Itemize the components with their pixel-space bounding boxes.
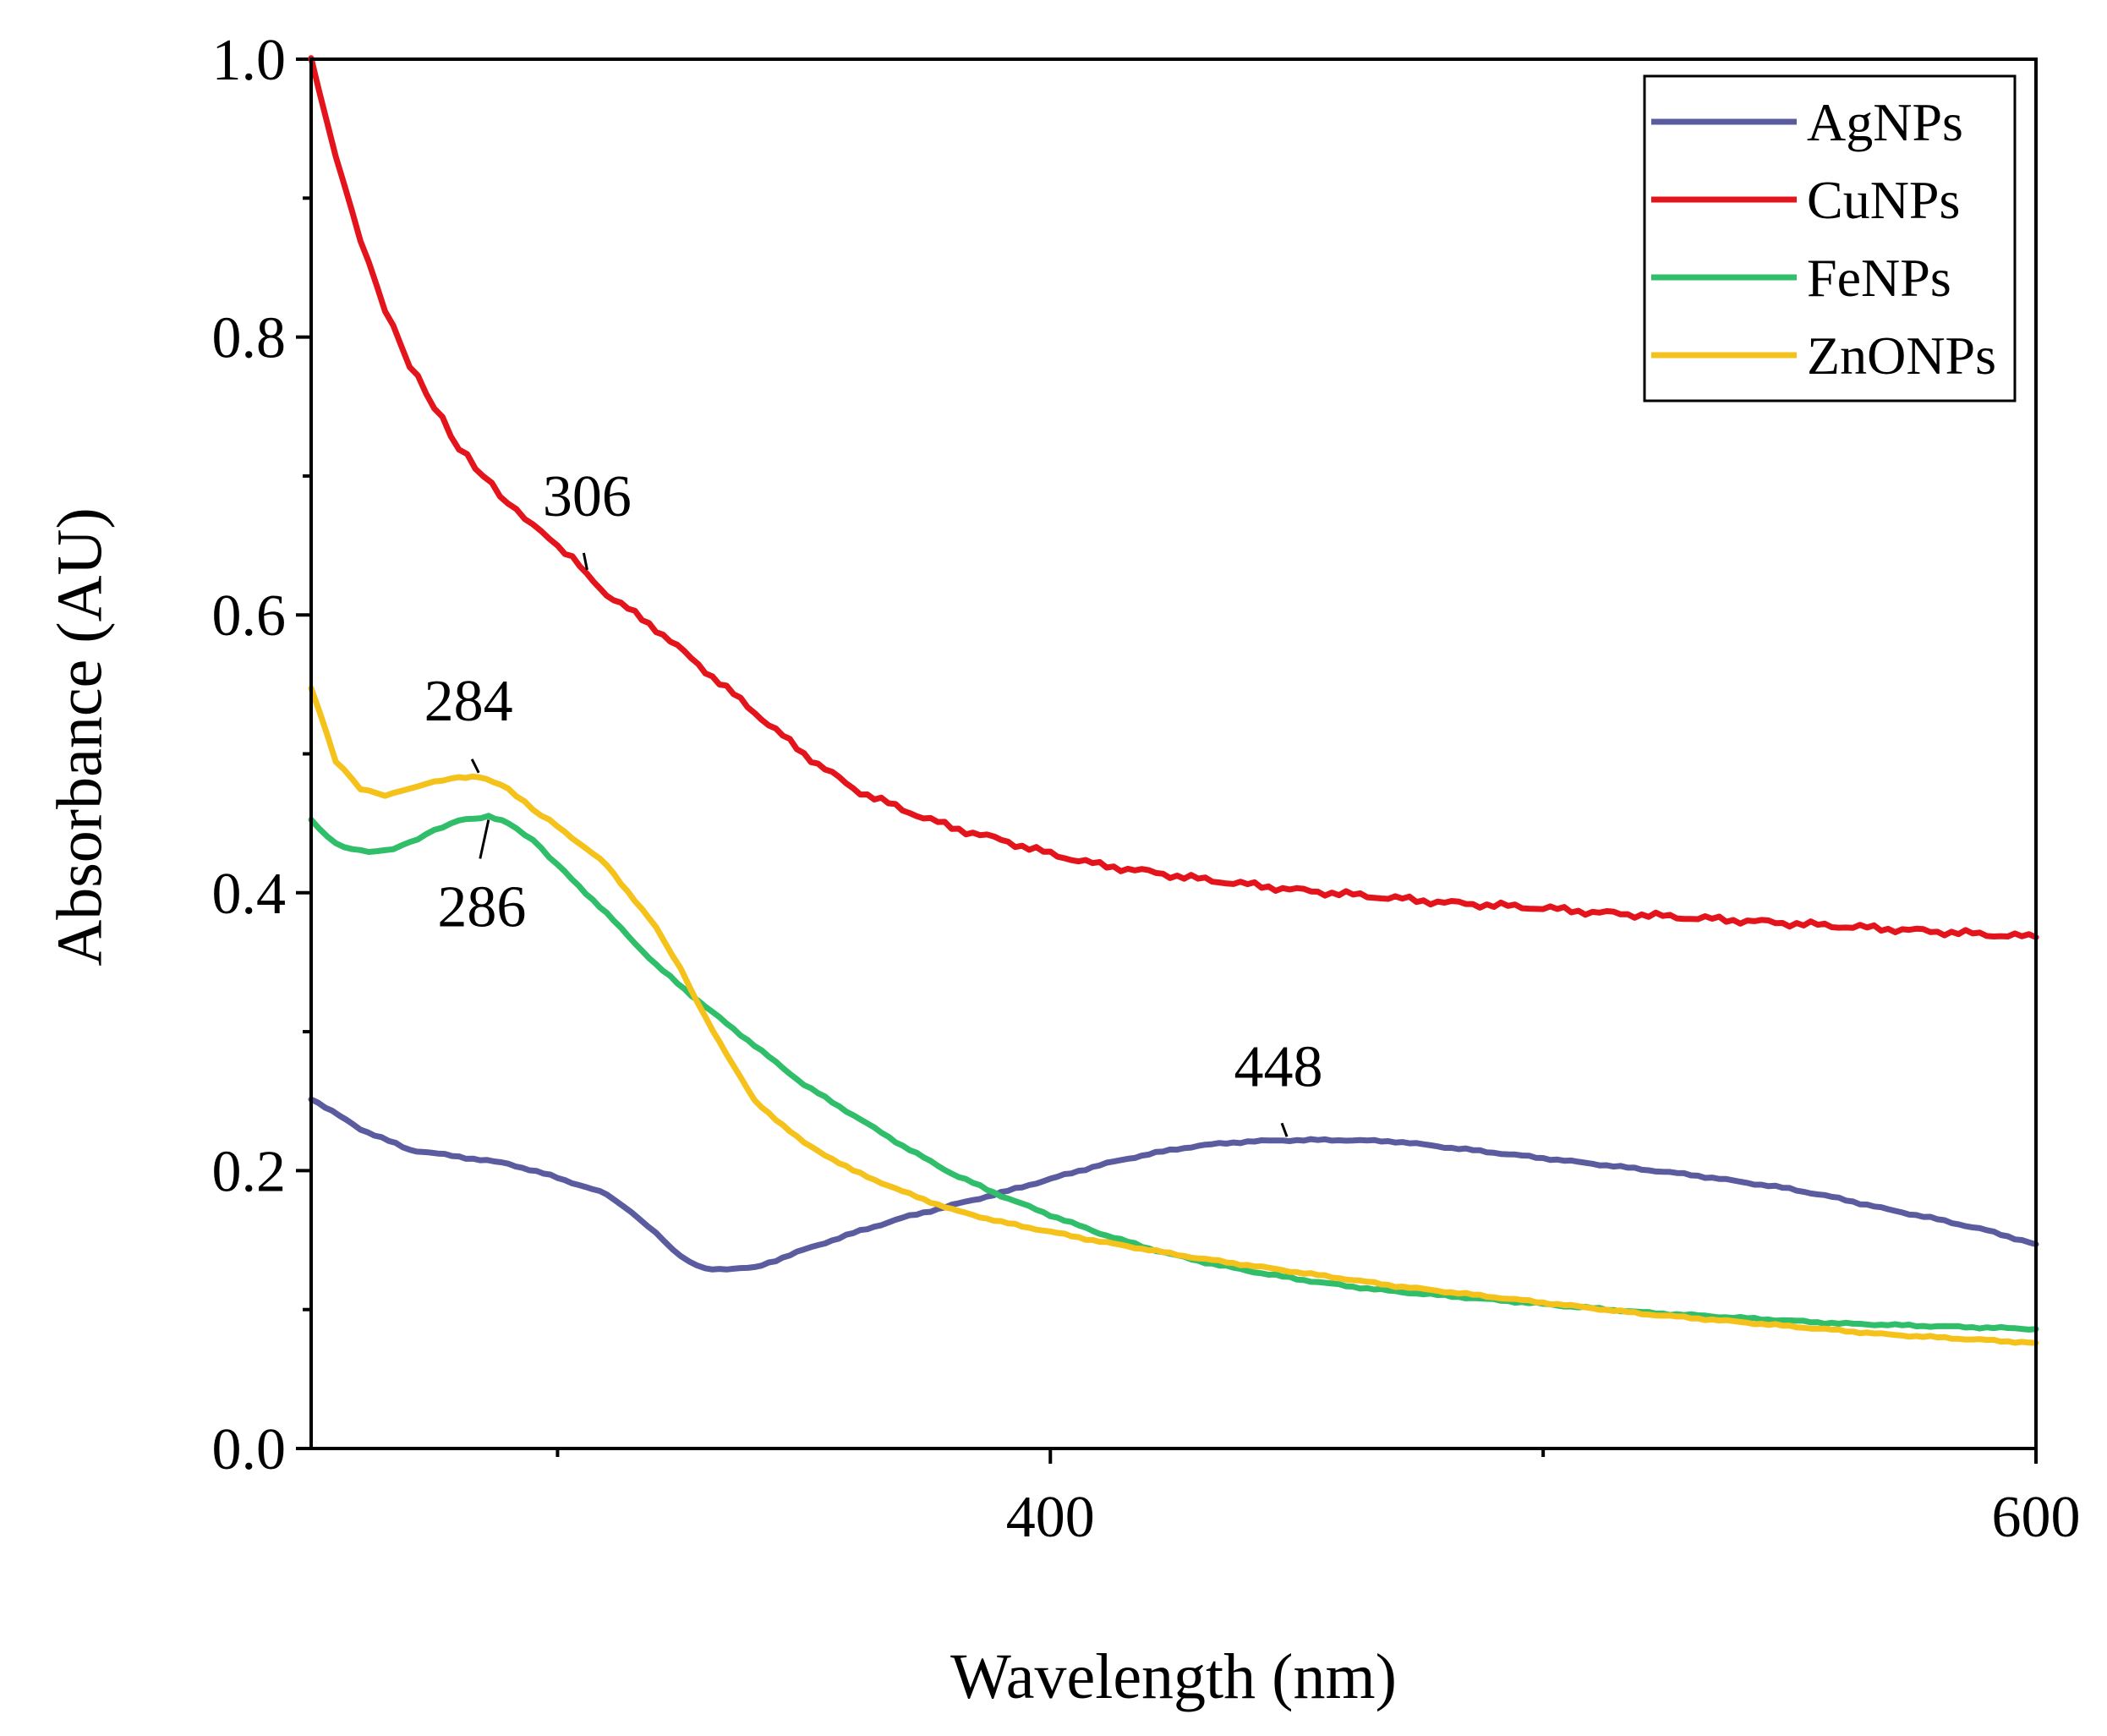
y-tick-label: 0.4: [212, 862, 287, 927]
legend-item-znonps: ZnONPs: [1651, 326, 1996, 386]
annotation-leader: [1280, 1122, 1289, 1137]
legend-item-agnps: AgNPs: [1651, 92, 1963, 152]
y-tick-label: 0.8: [212, 306, 287, 371]
axis-ticks: [296, 58, 2038, 1464]
series-line-znonps: [308, 685, 2039, 1346]
annotation-leader: [470, 758, 480, 774]
annotation-leader: [479, 819, 490, 859]
y-tick-label: 0.6: [212, 583, 287, 649]
x-axis-label: Wavelength (nm): [950, 1641, 1397, 1712]
y-tick-labels: 0.0 0.2 0.4 0.6 0.8 1.0: [212, 28, 287, 1482]
peak-label: 286: [437, 874, 526, 939]
y-tick-label: 0.2: [212, 1139, 287, 1204]
peak-label: 448: [1234, 1034, 1323, 1099]
peak-annotations: 306 284 286 448: [424, 464, 1323, 1137]
x-tick-labels: 400 600: [1006, 1485, 2081, 1550]
x-tick-label: 600: [1992, 1485, 2081, 1550]
annotation-leader: [582, 552, 588, 571]
legend-label: AgNPs: [1807, 92, 1963, 152]
series-line-agnps: [308, 1096, 2039, 1273]
peak-label: 284: [424, 669, 513, 734]
peak-label: 306: [543, 464, 632, 529]
plot-frame: [309, 58, 2038, 1450]
y-axis-label: Absorbance (AU): [44, 507, 115, 966]
legend-item-cunps: CuNPs: [1651, 170, 1960, 230]
y-tick-label: 1.0: [212, 28, 287, 93]
legend-label: FeNPs: [1807, 248, 1951, 308]
series-line-cunps: [308, 55, 2039, 940]
legend-item-fenps: FeNPs: [1651, 248, 1951, 308]
legend-label: CuNPs: [1807, 170, 1960, 230]
series-lines: [308, 55, 2039, 1346]
legend-box: [1643, 74, 2017, 403]
x-tick-label: 400: [1006, 1485, 1095, 1550]
y-tick-label: 0.0: [212, 1417, 287, 1482]
legend: AgNPs CuNPs FeNPs ZnONPs: [1643, 74, 2017, 403]
legend-label: ZnONPs: [1807, 326, 1996, 386]
